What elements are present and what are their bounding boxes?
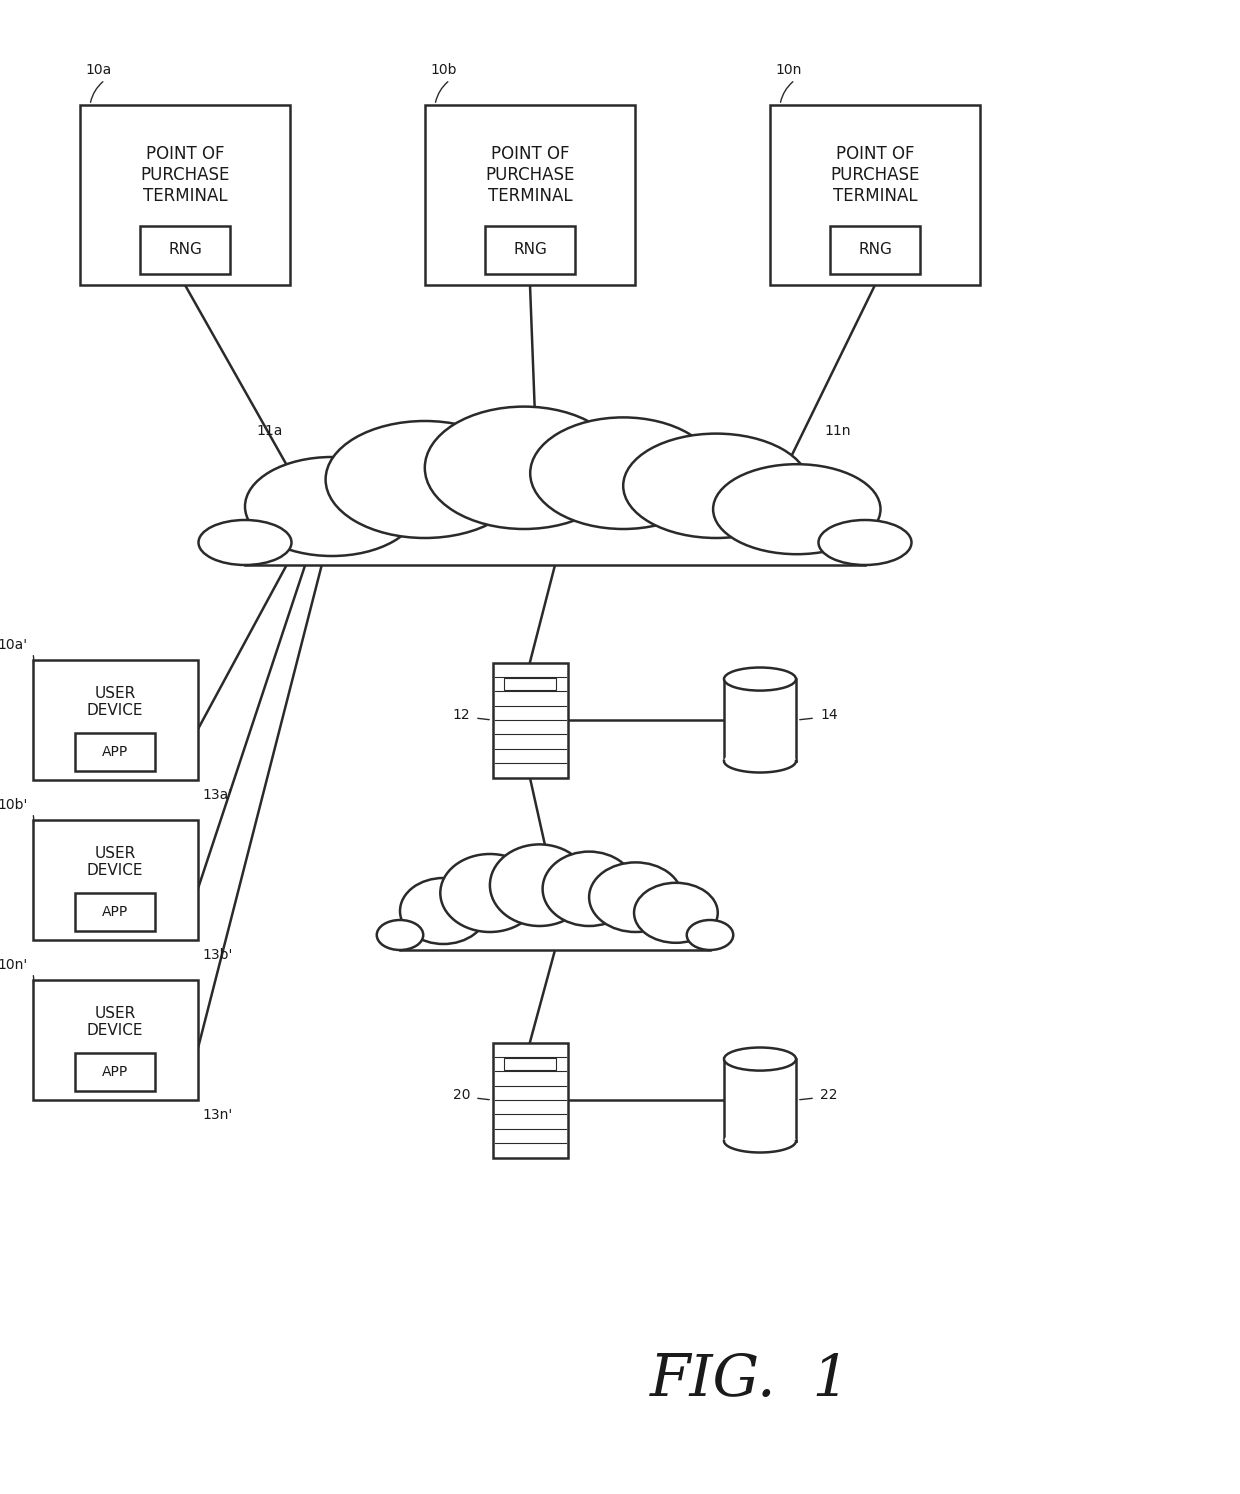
Text: 10a: 10a bbox=[86, 63, 112, 78]
FancyBboxPatch shape bbox=[32, 820, 197, 940]
Text: POINT OF
PURCHASE
TERMINAL: POINT OF PURCHASE TERMINAL bbox=[831, 145, 920, 205]
Ellipse shape bbox=[589, 862, 682, 932]
FancyBboxPatch shape bbox=[74, 893, 155, 931]
Text: 11n: 11n bbox=[825, 424, 851, 438]
Text: 14: 14 bbox=[820, 708, 838, 722]
Ellipse shape bbox=[724, 750, 796, 772]
Text: 10n: 10n bbox=[775, 63, 801, 78]
Ellipse shape bbox=[425, 406, 624, 529]
Text: 22: 22 bbox=[820, 1088, 837, 1103]
FancyBboxPatch shape bbox=[140, 226, 229, 273]
FancyBboxPatch shape bbox=[503, 678, 557, 690]
Text: 12: 12 bbox=[453, 708, 470, 722]
FancyBboxPatch shape bbox=[32, 660, 197, 780]
Text: 11a: 11a bbox=[255, 424, 283, 438]
Ellipse shape bbox=[818, 520, 911, 565]
Text: APP: APP bbox=[102, 905, 128, 919]
Ellipse shape bbox=[490, 844, 589, 926]
Text: FIG.  1: FIG. 1 bbox=[650, 1352, 851, 1409]
Text: APP: APP bbox=[102, 746, 128, 759]
FancyBboxPatch shape bbox=[74, 1053, 155, 1091]
FancyBboxPatch shape bbox=[81, 105, 290, 285]
Text: APP: APP bbox=[102, 1065, 128, 1079]
Text: 10n': 10n' bbox=[0, 958, 27, 973]
Ellipse shape bbox=[440, 855, 539, 932]
FancyBboxPatch shape bbox=[770, 105, 980, 285]
Ellipse shape bbox=[377, 920, 423, 950]
Text: 11b: 11b bbox=[532, 424, 559, 438]
Ellipse shape bbox=[724, 1129, 796, 1152]
Ellipse shape bbox=[543, 852, 636, 926]
Text: RNG: RNG bbox=[513, 242, 547, 257]
Text: 10b': 10b' bbox=[0, 798, 27, 813]
Ellipse shape bbox=[401, 878, 487, 944]
Ellipse shape bbox=[687, 920, 733, 950]
Text: USER
DEVICE: USER DEVICE bbox=[87, 686, 144, 719]
FancyBboxPatch shape bbox=[830, 226, 920, 273]
Text: 13b': 13b' bbox=[202, 949, 233, 962]
Ellipse shape bbox=[713, 465, 880, 554]
FancyBboxPatch shape bbox=[492, 1043, 568, 1158]
Ellipse shape bbox=[724, 668, 796, 690]
FancyBboxPatch shape bbox=[492, 662, 568, 777]
Ellipse shape bbox=[531, 417, 717, 529]
Text: 10b: 10b bbox=[430, 63, 456, 78]
Ellipse shape bbox=[198, 520, 291, 565]
FancyBboxPatch shape bbox=[485, 226, 575, 273]
FancyBboxPatch shape bbox=[724, 1059, 796, 1141]
Text: 13a': 13a' bbox=[202, 787, 233, 802]
Text: USER
DEVICE: USER DEVICE bbox=[87, 846, 144, 878]
Text: POINT OF
PURCHASE
TERMINAL: POINT OF PURCHASE TERMINAL bbox=[140, 145, 229, 205]
FancyBboxPatch shape bbox=[32, 980, 197, 1100]
Ellipse shape bbox=[624, 433, 810, 538]
Text: 10a': 10a' bbox=[0, 638, 27, 651]
Text: 13n': 13n' bbox=[202, 1109, 233, 1122]
FancyBboxPatch shape bbox=[503, 1058, 557, 1070]
Ellipse shape bbox=[634, 883, 718, 943]
Ellipse shape bbox=[246, 457, 419, 556]
Ellipse shape bbox=[326, 421, 525, 538]
FancyBboxPatch shape bbox=[425, 105, 635, 285]
Ellipse shape bbox=[724, 1047, 796, 1071]
FancyBboxPatch shape bbox=[74, 734, 155, 771]
Text: USER
DEVICE: USER DEVICE bbox=[87, 1005, 144, 1038]
Text: 20: 20 bbox=[453, 1088, 470, 1103]
Text: RNG: RNG bbox=[169, 242, 202, 257]
FancyBboxPatch shape bbox=[401, 920, 711, 950]
Text: POINT OF
PURCHASE
TERMINAL: POINT OF PURCHASE TERMINAL bbox=[485, 145, 574, 205]
FancyBboxPatch shape bbox=[724, 680, 796, 760]
Text: RNG: RNG bbox=[858, 242, 892, 257]
FancyBboxPatch shape bbox=[246, 520, 866, 565]
